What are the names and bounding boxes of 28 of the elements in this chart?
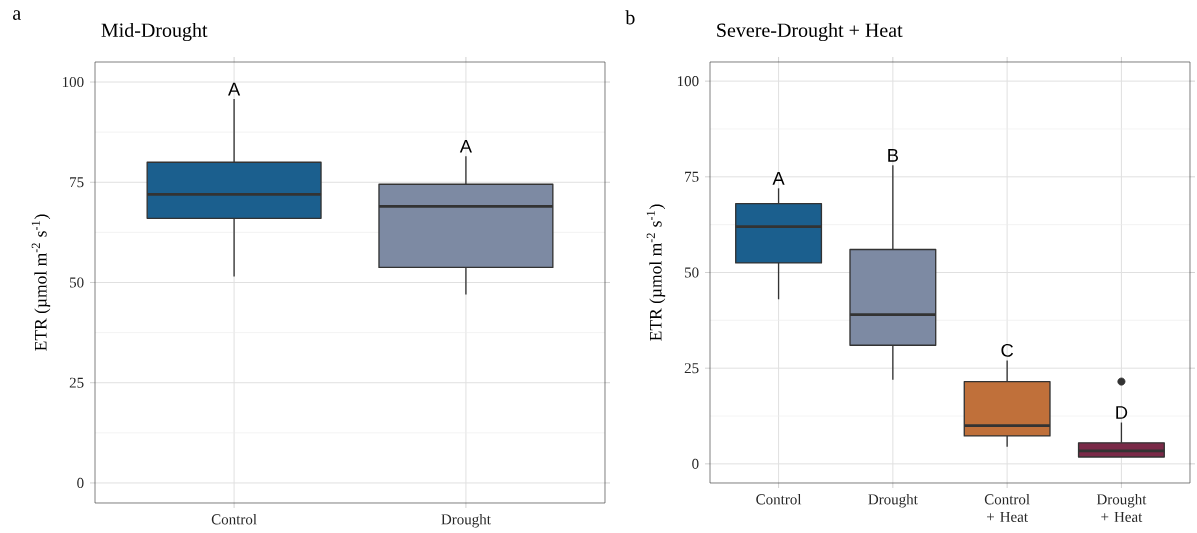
x-tick-label: Drought: [441, 513, 491, 528]
y-tick-label: 50: [684, 267, 699, 278]
y-tick-label: 25: [69, 377, 84, 388]
annotation: C: [1001, 343, 1014, 357]
annotation: A: [459, 139, 472, 153]
annotation: A: [228, 82, 241, 96]
y-tick-label: 100: [677, 76, 699, 87]
y-tick-label: 0: [77, 477, 84, 488]
y-axis-title: ETR (µmol m$^{-2}$ s$^{-1}$): [646, 204, 666, 341]
y-tick-label: 50: [69, 277, 84, 288]
annotation: A: [772, 172, 785, 185]
x-tick-label: Drought + Heat: [1096, 493, 1147, 522]
x-tick-label: Control + Heat: [984, 493, 1030, 522]
text: a: [13, 10, 21, 20]
annotation: D: [1116, 406, 1128, 419]
y-tick-label: 75: [685, 171, 699, 182]
chart-title: Severe-Drought + Heat: [717, 22, 903, 42]
y-axis-title: ETR (µmol m$^{-2}$ s$^{-1}$): [31, 214, 51, 351]
y-tick-label: 75: [70, 177, 84, 188]
y-tick-label: 0: [692, 458, 699, 469]
x-tick-label: Control: [211, 513, 257, 525]
x-tick-label: Control: [756, 493, 802, 505]
text: b: [625, 10, 635, 25]
annotation: B: [888, 149, 899, 162]
chart-title: Mid-Drought: [101, 22, 208, 42]
x-tick-label: Drought: [868, 493, 918, 508]
y-tick-label: 100: [62, 76, 84, 88]
y-tick-label: 25: [684, 363, 699, 374]
